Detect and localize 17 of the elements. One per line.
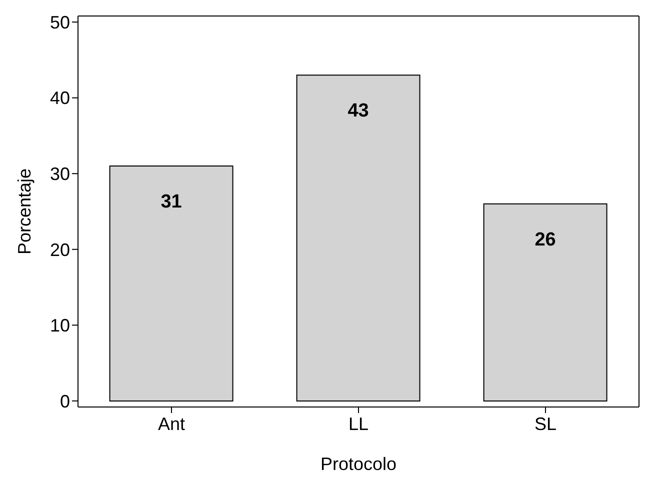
y-tick-label: 30 [50, 164, 70, 184]
bar [483, 203, 608, 402]
y-tick-label: 40 [50, 88, 70, 108]
y-tick-label: 10 [50, 316, 70, 336]
x-tick-label: SL [534, 414, 557, 434]
bar [109, 166, 234, 402]
data-label: 43 [348, 100, 369, 122]
y-tick-label: 50 [50, 12, 70, 32]
y-tick-label: 20 [50, 240, 70, 260]
data-label: 26 [534, 229, 556, 250]
x-tick-label: Ant [158, 414, 186, 434]
bar [296, 74, 420, 402]
x-tick-label: LL [348, 414, 369, 434]
data-label: 31 [160, 192, 182, 213]
y-axis-title: Porcentaje [14, 168, 34, 255]
y-tick-label: 0 [60, 391, 70, 412]
x-axis-title: Protocolo [320, 454, 397, 474]
